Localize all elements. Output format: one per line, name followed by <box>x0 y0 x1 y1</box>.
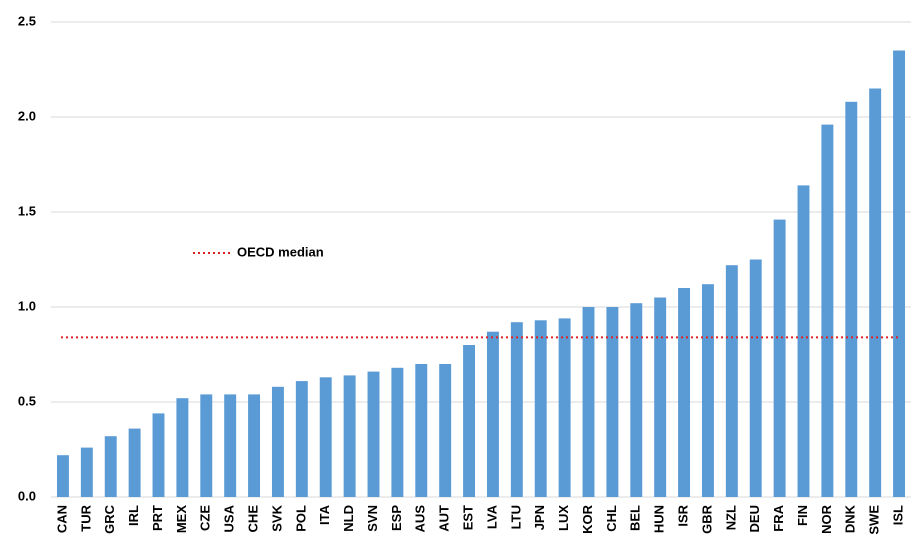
bar <box>415 364 428 497</box>
x-tick-label: ISR <box>675 504 690 526</box>
bar <box>821 124 834 497</box>
y-tick-label: 2.0 <box>18 108 36 123</box>
y-tick-label: 0.5 <box>18 393 36 408</box>
x-tick-label: FIN <box>795 505 810 526</box>
x-tick-label: BEL <box>628 505 643 531</box>
bar <box>56 455 69 497</box>
x-tick-label: LVA <box>484 504 499 529</box>
x-tick-label: IRL <box>126 505 141 526</box>
x-tick-label: MEX <box>174 505 189 534</box>
bar <box>749 259 762 497</box>
x-tick-label: LTU <box>508 505 523 529</box>
bar <box>486 331 499 497</box>
x-tick-label: GRC <box>102 504 117 534</box>
bar <box>391 367 404 497</box>
x-tick-label: ESP <box>389 505 404 531</box>
x-tick-label: SVK <box>269 504 284 531</box>
x-tick-label: PRT <box>150 505 165 531</box>
bar <box>893 50 906 497</box>
x-tick-label: SWE <box>867 505 882 535</box>
x-tick-label: NZL <box>723 505 738 530</box>
x-tick-label: KOR <box>580 504 595 534</box>
bar <box>797 185 810 497</box>
x-tick-label: ITA <box>317 504 332 525</box>
bar <box>558 318 571 497</box>
x-tick-label: FRA <box>771 504 786 531</box>
bar <box>271 386 284 497</box>
legend-label: OECD median <box>237 244 324 259</box>
bar <box>606 307 619 497</box>
bar <box>534 320 547 497</box>
x-tick-label: USA <box>222 504 237 532</box>
x-tick-label: NLD <box>341 505 356 532</box>
bar <box>678 288 691 497</box>
x-tick-label: NOR <box>819 504 834 534</box>
x-tick-label: TUR <box>78 504 93 531</box>
bar <box>654 297 667 497</box>
x-tick-label: CHL <box>604 505 619 532</box>
bar <box>176 398 189 497</box>
bar <box>152 413 165 497</box>
x-tick-label: EST <box>460 505 475 530</box>
y-tick-label: 0.0 <box>18 488 36 503</box>
bar <box>319 377 332 497</box>
bar <box>343 375 356 497</box>
bar <box>773 219 786 497</box>
bar <box>510 322 523 497</box>
x-tick-label: DNK <box>843 504 858 533</box>
x-tick-label: JPN <box>532 505 547 530</box>
bar <box>200 394 213 497</box>
x-tick-label: AUT <box>437 505 452 532</box>
x-tick-label: LUX <box>556 505 571 531</box>
bar <box>463 345 476 497</box>
x-tick-label: CZE <box>198 505 213 531</box>
bar <box>701 284 714 497</box>
x-tick-label: HUN <box>652 505 667 533</box>
bar <box>582 307 595 497</box>
bar <box>845 101 858 498</box>
x-tick-label: CAN <box>54 505 69 533</box>
bar <box>224 394 237 497</box>
bar <box>725 265 738 497</box>
bar <box>869 88 882 497</box>
x-tick-label: DEU <box>747 505 762 532</box>
x-tick-label: AUS <box>413 505 428 533</box>
bar <box>248 394 261 497</box>
y-tick-label: 2.5 <box>18 13 36 28</box>
x-tick-label: POL <box>293 505 308 532</box>
bar <box>439 364 452 497</box>
x-tick-label: GBR <box>699 504 714 534</box>
x-tick-label: ISL <box>890 505 905 525</box>
bar <box>128 428 141 497</box>
bar <box>630 303 643 497</box>
bar <box>367 371 380 497</box>
y-tick-label: 1.5 <box>18 203 36 218</box>
bar <box>104 436 117 497</box>
bar <box>295 381 308 497</box>
x-tick-label: SVN <box>365 505 380 532</box>
y-tick-label: 1.0 <box>18 298 36 313</box>
x-tick-label: CHE <box>245 505 260 533</box>
bar <box>80 447 93 497</box>
